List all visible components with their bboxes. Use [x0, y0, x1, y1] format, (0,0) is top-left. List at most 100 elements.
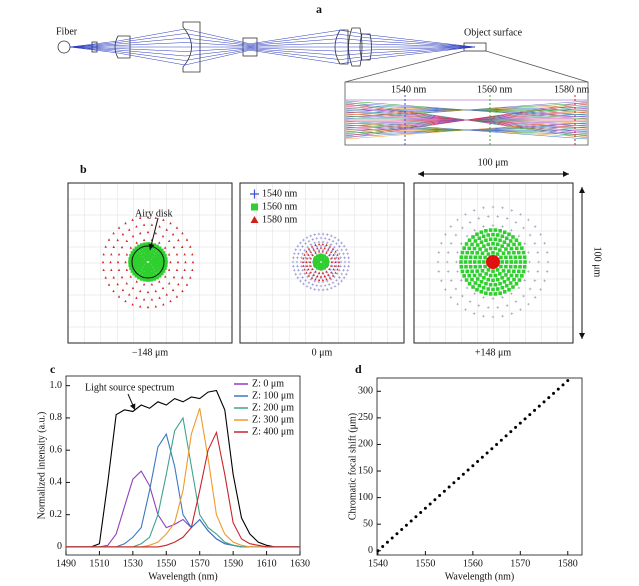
spot — [456, 218, 459, 222]
spot — [144, 269, 149, 273]
point — [447, 485, 451, 489]
spot — [467, 238, 472, 243]
spot — [470, 242, 474, 247]
spot — [519, 308, 522, 311]
spot — [330, 257, 333, 260]
spot — [473, 239, 478, 243]
spot — [307, 281, 311, 285]
spot — [102, 252, 105, 256]
x-axis-title: Wavelength (nm) — [148, 571, 217, 582]
spot — [504, 260, 509, 264]
spot — [324, 265, 328, 268]
spot — [144, 245, 149, 249]
spot — [314, 278, 317, 281]
legend-label: Z: 300 μm — [252, 414, 294, 425]
spot — [330, 260, 333, 264]
spot — [536, 270, 540, 273]
spot — [317, 264, 321, 268]
spot — [164, 260, 168, 264]
spot — [319, 255, 323, 259]
spot — [462, 274, 466, 278]
spot — [346, 268, 350, 272]
point — [504, 434, 508, 438]
spot — [296, 276, 300, 280]
spot — [464, 264, 468, 269]
spot — [138, 273, 143, 277]
spot — [147, 251, 152, 255]
spot — [152, 277, 156, 281]
spot — [112, 231, 115, 235]
spot — [500, 234, 505, 239]
spot — [315, 258, 319, 262]
spot — [147, 269, 152, 273]
spot — [156, 266, 161, 270]
spot — [321, 271, 324, 274]
spot — [155, 275, 159, 280]
spot — [332, 253, 335, 256]
spot — [117, 295, 121, 298]
spot — [149, 265, 153, 269]
spot — [528, 287, 532, 291]
spot — [481, 234, 486, 239]
point — [442, 489, 446, 493]
spot — [144, 257, 149, 262]
spot — [484, 291, 488, 295]
spot — [337, 282, 340, 286]
spot — [129, 275, 132, 278]
spot — [343, 256, 346, 260]
spot — [502, 279, 507, 284]
spot — [301, 268, 305, 272]
spot — [309, 271, 312, 274]
spot — [456, 251, 459, 254]
spot — [146, 305, 150, 309]
spot — [491, 278, 495, 283]
spot — [146, 230, 150, 234]
spot — [157, 257, 162, 261]
spot — [303, 260, 307, 264]
spot — [303, 268, 306, 271]
spot — [327, 283, 331, 286]
spot — [169, 299, 172, 303]
legend-label: 1580 nm — [262, 214, 298, 225]
point — [518, 421, 522, 425]
spot — [326, 258, 329, 262]
spot — [333, 236, 337, 240]
point — [471, 464, 475, 468]
spot — [337, 238, 340, 242]
spot — [522, 264, 527, 269]
spot — [185, 238, 189, 241]
spot — [138, 216, 142, 219]
spot — [338, 276, 341, 279]
spot — [491, 205, 495, 209]
spot — [124, 221, 127, 225]
spot — [523, 279, 527, 282]
spot — [116, 282, 119, 286]
zoom-line — [485, 50, 589, 83]
spot — [330, 271, 333, 274]
spot — [120, 275, 124, 279]
x-tick-label: 1530 — [123, 558, 143, 569]
spot-frame — [239, 182, 405, 344]
spot — [154, 263, 159, 267]
spot — [464, 308, 467, 311]
spot — [328, 245, 332, 248]
spot — [154, 257, 159, 261]
spot — [319, 236, 323, 240]
spot — [508, 264, 513, 269]
spot — [158, 251, 162, 255]
panel-label: c — [50, 362, 56, 376]
spot — [146, 272, 150, 276]
spot — [152, 270, 156, 275]
spot — [333, 257, 337, 260]
spot — [467, 273, 472, 278]
spot — [321, 242, 324, 246]
spot-frame — [67, 182, 233, 344]
spot — [312, 273, 315, 276]
spot — [168, 282, 171, 285]
spot — [153, 247, 158, 251]
spot — [143, 260, 147, 264]
spot — [327, 273, 330, 276]
spot — [347, 264, 350, 268]
spot — [521, 250, 526, 255]
spot — [158, 296, 161, 299]
